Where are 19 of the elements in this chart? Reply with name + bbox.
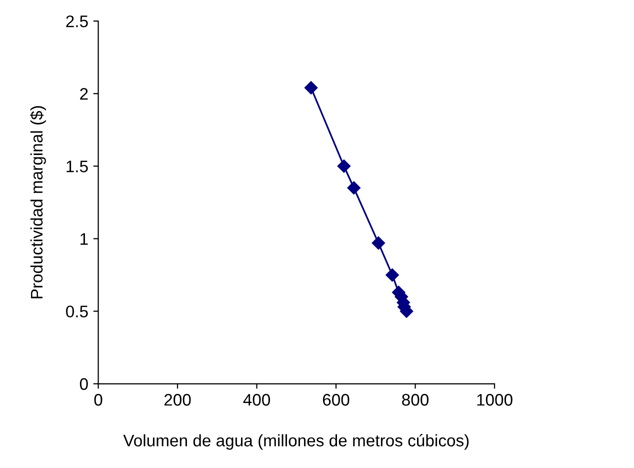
x-tick-label: 800 [402, 394, 429, 406]
x-axis-title: Volumen de agua (millones de metros cúbicos) [123, 434, 469, 450]
y-tick-label: 1 [80, 233, 88, 245]
x-tick-label: 1000 [477, 394, 512, 406]
x-tick-label: 0 [94, 394, 102, 406]
x-tick-label: 600 [322, 394, 350, 406]
y-tick-label: 2.5 [66, 15, 88, 28]
point [372, 236, 386, 250]
point [347, 181, 360, 194]
y-tick-label: 0 [80, 378, 88, 390]
x-tick-label: 200 [164, 394, 191, 406]
point [386, 268, 399, 282]
point [304, 81, 318, 94]
y-tick-label: 1.5 [66, 160, 88, 172]
x-tick-label: 400 [243, 394, 270, 406]
y-tick-label: 0.5 [66, 306, 88, 318]
y-tick-label: 2 [80, 88, 88, 100]
y-axis-title: Productividad marginal ($) [30, 106, 46, 298]
point [337, 160, 351, 173]
